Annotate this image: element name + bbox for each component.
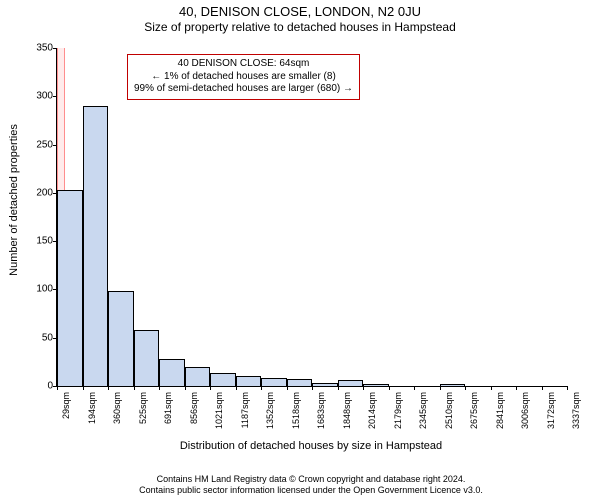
chart-subtitle: Size of property relative to detached ho… xyxy=(0,20,600,34)
x-tick-mark xyxy=(159,386,160,390)
y-tick-label: 150 xyxy=(23,236,53,247)
x-tick-label: 3006sqm xyxy=(520,392,530,440)
x-tick-label: 525sqm xyxy=(138,392,148,440)
x-tick-mark xyxy=(414,386,415,390)
x-tick-label: 29sqm xyxy=(61,392,71,440)
histogram-bar xyxy=(159,359,185,386)
histogram-bar xyxy=(134,330,160,386)
y-tick-label: 50 xyxy=(23,332,53,343)
histogram-bar xyxy=(185,367,211,386)
x-tick-label: 2179sqm xyxy=(393,392,403,440)
x-tick-label: 1518sqm xyxy=(291,392,301,440)
x-tick-label: 1187sqm xyxy=(240,392,250,440)
x-tick-mark xyxy=(567,386,568,390)
x-tick-mark xyxy=(287,386,288,390)
histogram-bar xyxy=(312,383,338,386)
x-tick-mark xyxy=(389,386,390,390)
x-tick-label: 3337sqm xyxy=(571,392,581,440)
y-tick-label: 250 xyxy=(23,139,53,150)
x-tick-label: 1683sqm xyxy=(316,392,326,440)
x-tick-label: 2675sqm xyxy=(469,392,479,440)
y-tick-label: 0 xyxy=(23,381,53,392)
annotation-line3: 99% of semi-detached houses are larger (… xyxy=(134,83,353,96)
y-tick-label: 300 xyxy=(23,91,53,102)
x-tick-mark xyxy=(338,386,339,390)
footer-line2: Contains public sector information licen… xyxy=(56,485,566,496)
chart-title: 40, DENISON CLOSE, LONDON, N2 0JU xyxy=(0,0,600,20)
x-tick-mark xyxy=(465,386,466,390)
x-tick-mark xyxy=(185,386,186,390)
histogram-bar xyxy=(261,378,287,386)
annotation-line1: 40 DENISON CLOSE: 64sqm xyxy=(134,58,353,71)
histogram-bar xyxy=(210,373,236,386)
x-tick-mark xyxy=(134,386,135,390)
x-tick-mark xyxy=(440,386,441,390)
histogram-bar xyxy=(57,190,83,386)
histogram-bar xyxy=(338,380,364,386)
y-tick-label: 200 xyxy=(23,187,53,198)
x-tick-mark xyxy=(108,386,109,390)
x-tick-mark xyxy=(83,386,84,390)
x-tick-label: 360sqm xyxy=(112,392,122,440)
histogram-bar xyxy=(440,384,466,386)
histogram-bar xyxy=(236,376,262,386)
x-tick-label: 856sqm xyxy=(189,392,199,440)
x-tick-label: 1352sqm xyxy=(265,392,275,440)
x-tick-label: 1848sqm xyxy=(342,392,352,440)
x-tick-label: 2510sqm xyxy=(444,392,454,440)
x-tick-label: 3172sqm xyxy=(546,392,556,440)
x-tick-label: 194sqm xyxy=(87,392,97,440)
x-tick-mark xyxy=(210,386,211,390)
plot-area: 40 DENISON CLOSE: 64sqm ← 1% of detached… xyxy=(56,48,567,387)
y-axis-label: Number of detached properties xyxy=(8,124,20,276)
x-tick-mark xyxy=(261,386,262,390)
footer-text: Contains HM Land Registry data © Crown c… xyxy=(56,474,566,496)
histogram-bar xyxy=(363,384,389,386)
x-tick-mark xyxy=(542,386,543,390)
x-tick-label: 691sqm xyxy=(163,392,173,440)
y-tick-label: 350 xyxy=(23,43,53,54)
histogram-bar xyxy=(83,106,109,386)
histogram-bar xyxy=(108,291,134,386)
x-axis-label: Distribution of detached houses by size … xyxy=(56,440,566,452)
histogram-bar xyxy=(287,379,313,386)
x-tick-mark xyxy=(363,386,364,390)
x-tick-label: 1021sqm xyxy=(214,392,224,440)
annotation-line2: ← 1% of detached houses are smaller (8) xyxy=(134,71,353,84)
x-tick-mark xyxy=(516,386,517,390)
x-tick-mark xyxy=(57,386,58,390)
x-tick-mark xyxy=(312,386,313,390)
x-tick-label: 2014sqm xyxy=(367,392,377,440)
x-tick-mark xyxy=(491,386,492,390)
annotation-box: 40 DENISON CLOSE: 64sqm ← 1% of detached… xyxy=(127,54,360,100)
footer-line1: Contains HM Land Registry data © Crown c… xyxy=(56,474,566,485)
y-tick-label: 100 xyxy=(23,284,53,295)
x-tick-label: 2841sqm xyxy=(495,392,505,440)
chart-container: 40, DENISON CLOSE, LONDON, N2 0JU Size o… xyxy=(0,0,600,500)
x-tick-mark xyxy=(236,386,237,390)
x-tick-label: 2345sqm xyxy=(418,392,428,440)
